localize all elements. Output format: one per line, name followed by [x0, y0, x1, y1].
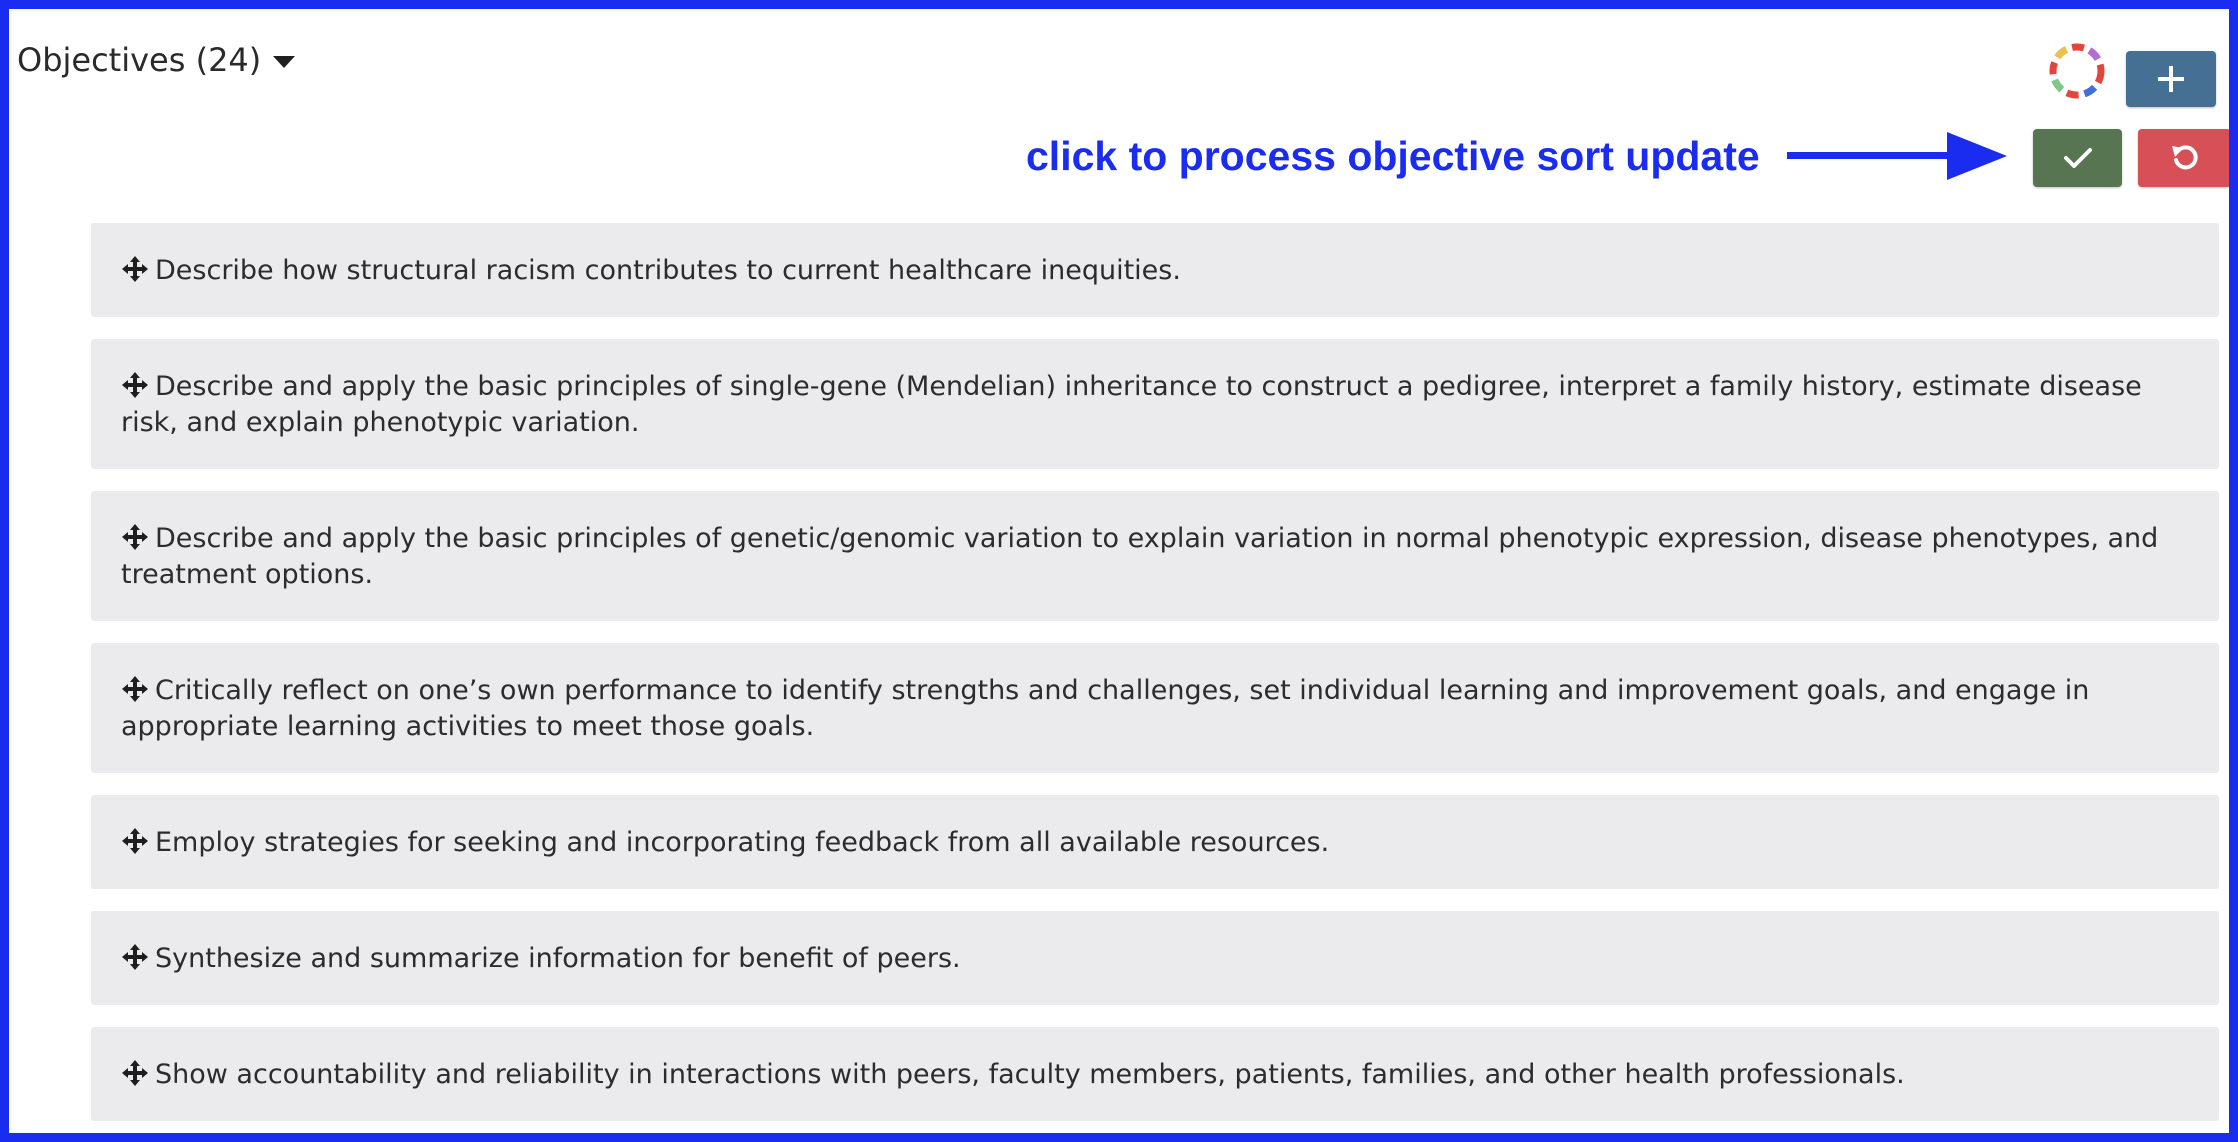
- loading-spinner-icon: [2049, 43, 2105, 99]
- objective-item[interactable]: Synthesize and summarize information for…: [91, 911, 2219, 1005]
- move-handle-icon[interactable]: [121, 943, 149, 971]
- annotation-label: click to process objective sort update: [1026, 133, 1760, 179]
- confirm-sort-button[interactable]: [2033, 129, 2122, 187]
- reset-sort-button[interactable]: [2138, 129, 2229, 187]
- objective-item[interactable]: Show accountability and reliability in i…: [91, 1027, 2219, 1121]
- objective-item[interactable]: Describe and apply the basic principles …: [91, 491, 2219, 621]
- move-handle-icon[interactable]: [121, 827, 149, 855]
- objectives-header-toggle[interactable]: Objectives (24): [17, 41, 296, 79]
- objective-text: Describe and apply the basic principles …: [121, 371, 2142, 438]
- objective-text: Describe and apply the basic principles …: [121, 523, 2159, 590]
- objective-text: Critically reflect on one’s own performa…: [121, 675, 2090, 742]
- caret-down-icon: [273, 56, 296, 68]
- objective-item[interactable]: Describe and apply the basic principles …: [91, 339, 2219, 469]
- plus-icon: [2158, 66, 2184, 92]
- objective-item[interactable]: Critically reflect on one’s own performa…: [91, 643, 2219, 773]
- objectives-list: Describe how structural racism contribut…: [91, 223, 2219, 1133]
- objective-text: Employ strategies for seeking and incorp…: [155, 827, 1330, 858]
- check-icon: [2063, 148, 2092, 168]
- undo-icon: [2171, 145, 2198, 170]
- objectives-title: Objectives (24): [17, 41, 262, 79]
- move-handle-icon[interactable]: [121, 523, 149, 551]
- move-handle-icon[interactable]: [121, 255, 149, 283]
- move-handle-icon[interactable]: [121, 675, 149, 703]
- move-handle-icon[interactable]: [121, 1059, 149, 1087]
- add-objective-button[interactable]: [2126, 51, 2216, 107]
- annotation-arrow-icon: [1787, 132, 2007, 180]
- objective-item[interactable]: Employ strategies for seeking and incorp…: [91, 795, 2219, 889]
- objective-item[interactable]: Describe how structural racism contribut…: [91, 223, 2219, 317]
- move-handle-icon[interactable]: [121, 371, 149, 399]
- objective-text: Synthesize and summarize information for…: [155, 943, 961, 974]
- objective-text: Show accountability and reliability in i…: [155, 1059, 1905, 1090]
- objective-text: Describe how structural racism contribut…: [155, 255, 1181, 286]
